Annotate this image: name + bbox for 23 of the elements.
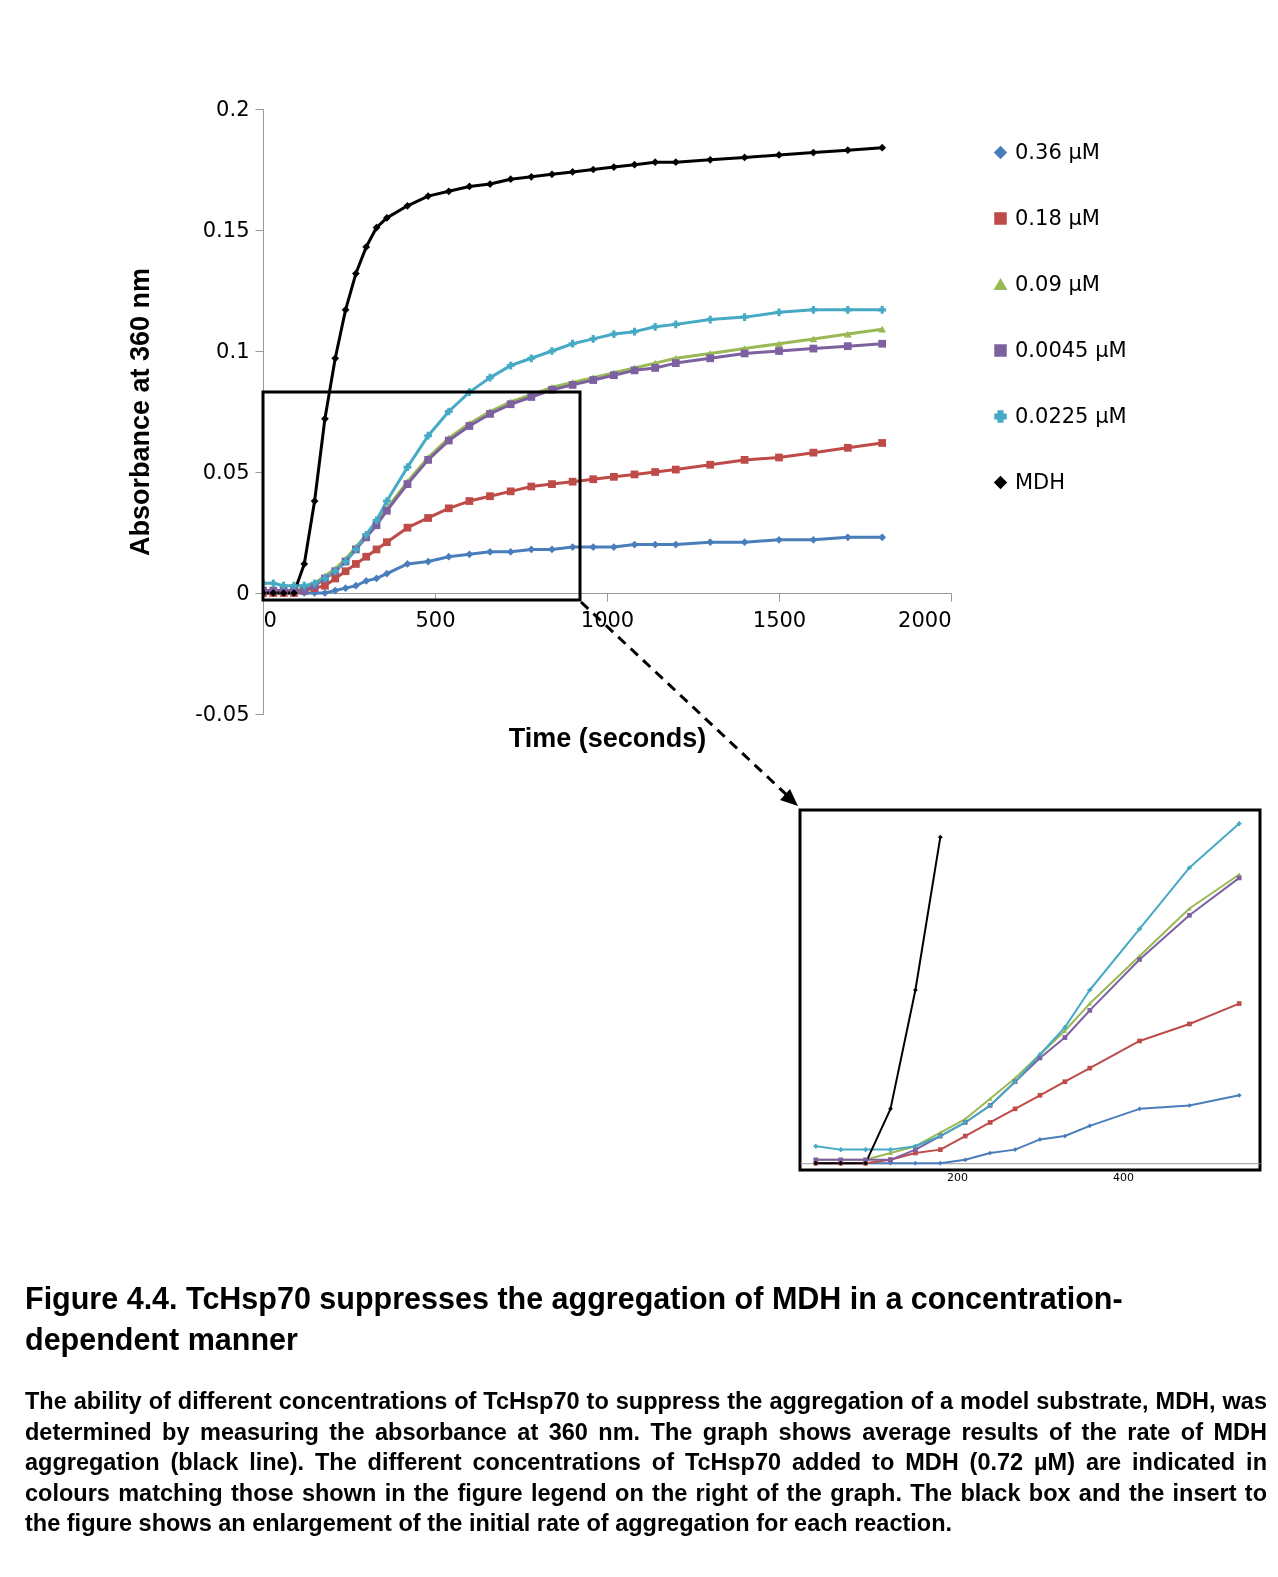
- legend-label: 0.36 µM: [1015, 139, 1100, 164]
- legend-label: 0.0225 µM: [1015, 403, 1127, 428]
- y-tick-label: 0: [236, 580, 250, 605]
- x-tick-label: 1000: [580, 607, 635, 632]
- legend-label: 0.09 µM: [1015, 271, 1100, 296]
- y-tick-label: 0.05: [202, 459, 250, 484]
- x-tick-label: 400: [1113, 1170, 1134, 1184]
- x-tick-label: 2000: [898, 607, 952, 632]
- x-tick-label: 200: [946, 1170, 968, 1184]
- y-tick-label: 0.1: [216, 338, 250, 363]
- legend-label: MDH: [1015, 469, 1066, 494]
- text: The ability of different concentrations of TcHsp70 to suppress the aggregation of a model substrate, MDH, was determined by measuring the absorbance at 360 nm. The graph shows average results of the rate of MDH aggregation (black line). The different concentrations of TcHsp70 added to MDH (0.72 µM) are indicated in colours matching those shown in the figure legend on the right of the graph. The black box and the insert to the figure shows an enlargement of the initial rate of aggregation for each reaction.: [25, 1387, 1267, 1538]
- y-tick-label: 0.15: [202, 217, 250, 242]
- text: Figure 4.4. TcHsp70 suppresses the aggregation of MDH in a concentration-dependent manner: [25, 1280, 1124, 1359]
- x-tick-label: 1500: [752, 607, 807, 632]
- x-tick-label: 0: [263, 607, 277, 632]
- legend-label: 0.18 µM: [1015, 205, 1100, 230]
- y-tick-label: -0.05: [195, 701, 250, 726]
- y-tick-label: 0.2: [216, 96, 250, 121]
- y-axis-title: Absorbance at 360 nm: [125, 267, 156, 557]
- legend-label: 0.0045 µM: [1015, 337, 1127, 362]
- x-tick-label: 500: [415, 607, 456, 632]
- x-axis-title: Time (seconds): [508, 722, 707, 753]
